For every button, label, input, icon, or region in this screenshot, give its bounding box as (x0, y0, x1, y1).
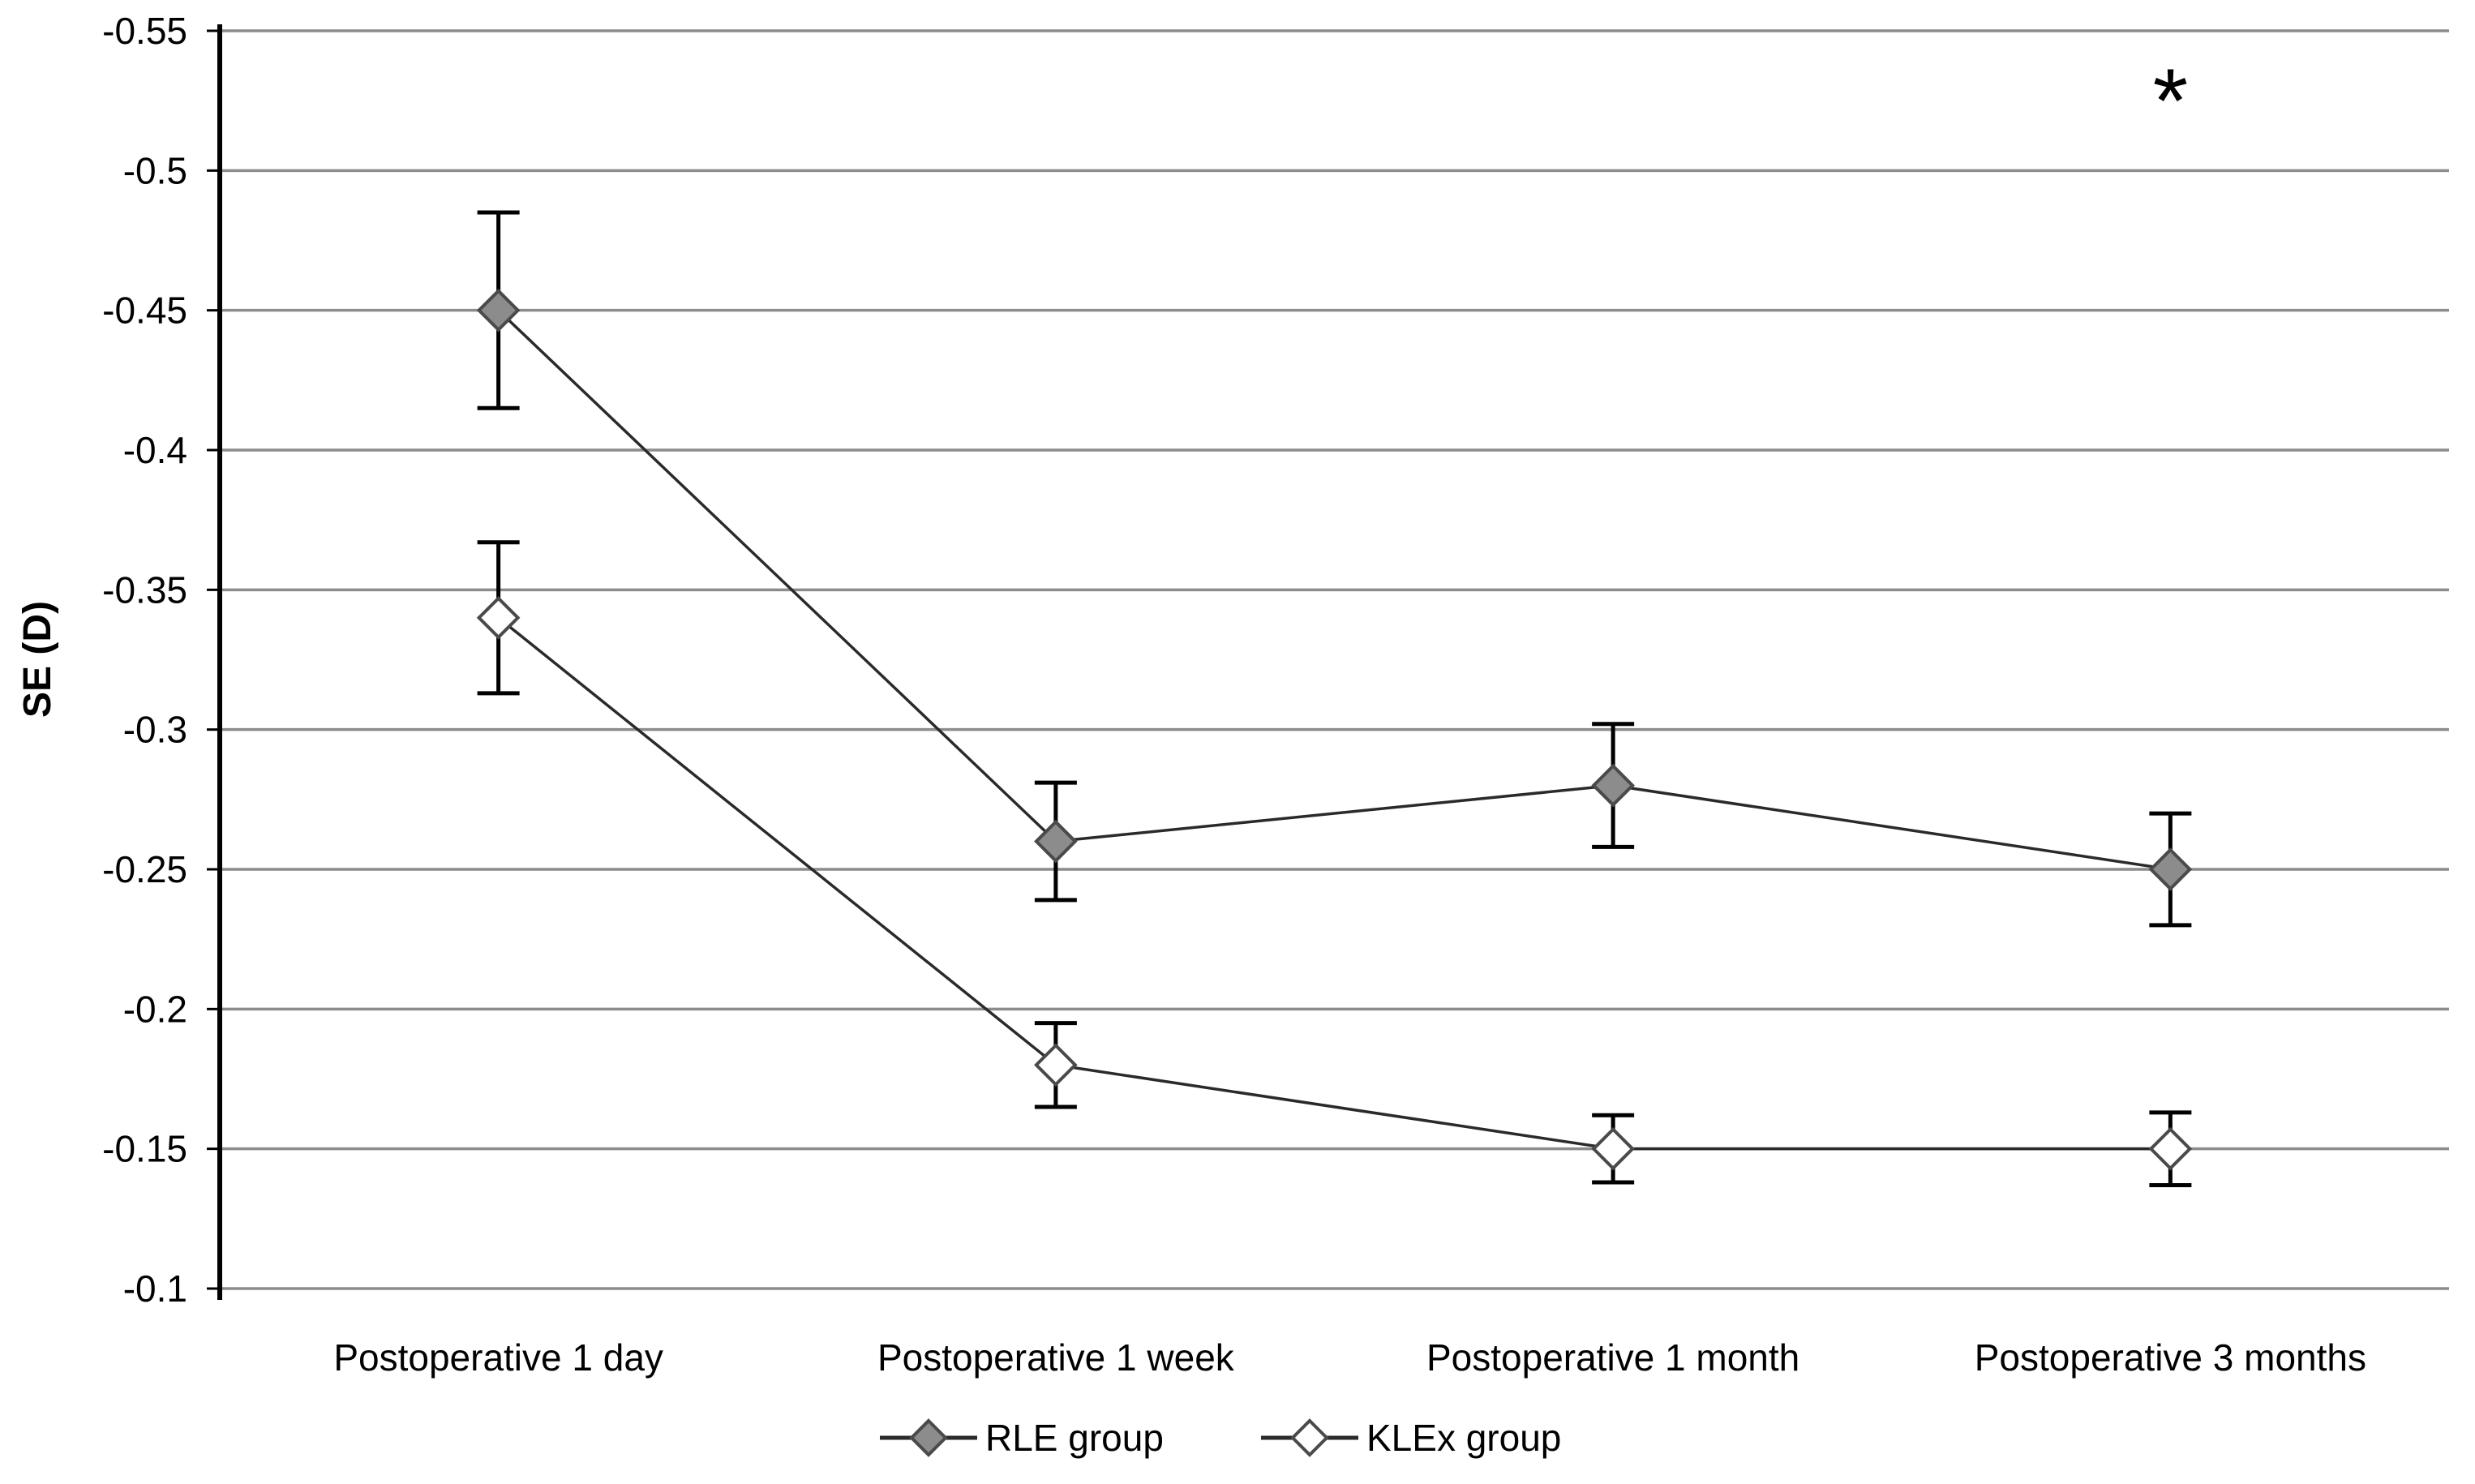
markers-group (476, 288, 2193, 1171)
x-category-label: Postoperative 1 day (333, 1336, 663, 1379)
filled-diamond-marker (1034, 819, 1078, 864)
legend-item: KLEx group (1261, 1417, 1561, 1459)
significance-asterisk: * (2153, 50, 2189, 152)
x-category-label: Postoperative 3 months (1975, 1336, 2366, 1379)
series-line (497, 616, 2171, 1151)
series-lines-group (497, 309, 2171, 1151)
filled-diamond-marker (1591, 763, 1635, 808)
gridlines-group (220, 29, 2449, 1290)
filled-diamond-icon (909, 1418, 948, 1457)
open-diamond-marker (2148, 1126, 2193, 1171)
y-tick-labels-group: -0.55 -0.5 -0.45 -0.4 -0.35 -0.3 -0.25 -0.2 -0.1… (102, 10, 187, 1310)
filled-diamond-marker (476, 288, 521, 332)
axis-group (207, 24, 222, 1300)
y-tick-label: -0.25 (102, 848, 187, 890)
y-tick-label: -0.35 (102, 568, 187, 611)
series-line (497, 309, 2171, 871)
open-diamond-marker (1591, 1126, 1635, 1171)
open-diamond-marker (1034, 1043, 1078, 1087)
legend-item: RLE group (880, 1417, 1164, 1459)
legend-label: RLE group (985, 1417, 1164, 1459)
legend: RLE group KLEx group (880, 1417, 1561, 1459)
y-tick-label: -0.45 (102, 290, 187, 332)
y-axis-title: SE (D) (16, 601, 59, 718)
y-tick-label: -0.1 (123, 1267, 187, 1310)
open-diamond-icon (1290, 1418, 1329, 1457)
x-category-label: Postoperative 1 month (1426, 1336, 1799, 1379)
y-tick-label: -0.15 (102, 1128, 187, 1170)
y-tick-label: -0.2 (123, 988, 187, 1030)
y-tick-label: -0.55 (102, 10, 187, 52)
filled-diamond-marker (2148, 847, 2193, 891)
legend-label: KLEx group (1366, 1417, 1561, 1459)
error-bars-group (477, 210, 2192, 1187)
y-tick-label: -0.4 (123, 429, 187, 471)
x-category-labels-group: Postoperative 1 day Postoperative 1 week P… (333, 1336, 2366, 1379)
open-diamond-marker (476, 595, 521, 640)
annotation-group: * (2153, 50, 2189, 152)
y-tick-label: -0.3 (123, 709, 187, 751)
x-category-label: Postoperative 1 week (877, 1336, 1235, 1379)
y-tick-label: -0.5 (123, 149, 187, 191)
